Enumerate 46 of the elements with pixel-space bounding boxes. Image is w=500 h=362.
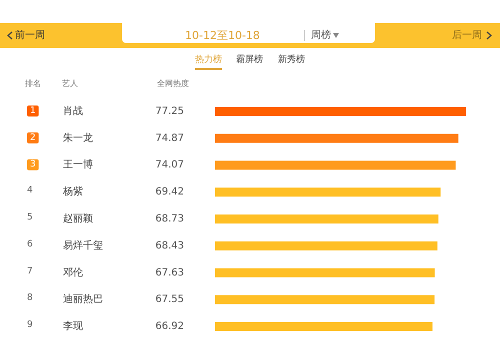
data-label: 67.55 <box>155 294 184 306</box>
bar <box>215 214 438 224</box>
text: 7 <box>27 266 33 276</box>
data-label: 68.73 <box>155 214 184 224</box>
bar <box>215 160 456 170</box>
text: 9 <box>27 320 33 330</box>
text: 前一周 <box>15 29 45 42</box>
y-tick-label: 肖战 <box>63 104 83 117</box>
y-tick-label: 赵丽颖 <box>63 212 93 224</box>
text: 2 <box>30 132 36 143</box>
bar <box>215 106 466 116</box>
text: 6 <box>27 239 33 250</box>
bar <box>215 268 435 278</box>
data-label: 74.07 <box>155 160 184 171</box>
y-tick-label: 易烊千玺 <box>63 239 103 252</box>
bar <box>215 134 458 143</box>
y-tick-label: 王一博 <box>63 158 93 171</box>
bar <box>215 241 438 250</box>
data-label: 77.25 <box>155 106 184 117</box>
text: 4 <box>27 186 33 196</box>
y-tick-label: 迪丽热巴 <box>63 293 103 306</box>
data-label: 69.42 <box>155 186 184 198</box>
data-label: 67.63 <box>155 267 184 278</box>
text: 排名 <box>25 78 41 89</box>
data-label: 68.43 <box>155 240 184 252</box>
bar <box>215 322 432 332</box>
bar <box>215 188 441 197</box>
text: 1 <box>30 106 36 116</box>
bar <box>215 295 435 304</box>
text: 8 <box>27 293 33 304</box>
text: 新秀榜 <box>278 54 305 66</box>
text: 3 <box>30 160 36 170</box>
y-tick-label: 杨紫 <box>62 186 83 198</box>
data-label: 74.87 <box>155 132 184 144</box>
text: 后一周 <box>452 28 482 42</box>
y-tick-label: 邓伦 <box>63 266 83 278</box>
x-axis-title: 全网热度 <box>157 78 189 89</box>
text: 5 <box>27 212 33 222</box>
text: 热力榜 <box>195 53 222 70</box>
y-axis-title: 艺人 <box>62 78 78 89</box>
chart-subtitle: 周榜 <box>311 28 331 42</box>
text: 霸屏榜 <box>236 54 263 66</box>
y-tick-label: 朱一龙 <box>63 132 93 144</box>
chart-title: 10-12至10-18 <box>185 28 260 43</box>
y-tick-label: 李现 <box>63 320 83 332</box>
data-label: 66.92 <box>155 321 184 332</box>
